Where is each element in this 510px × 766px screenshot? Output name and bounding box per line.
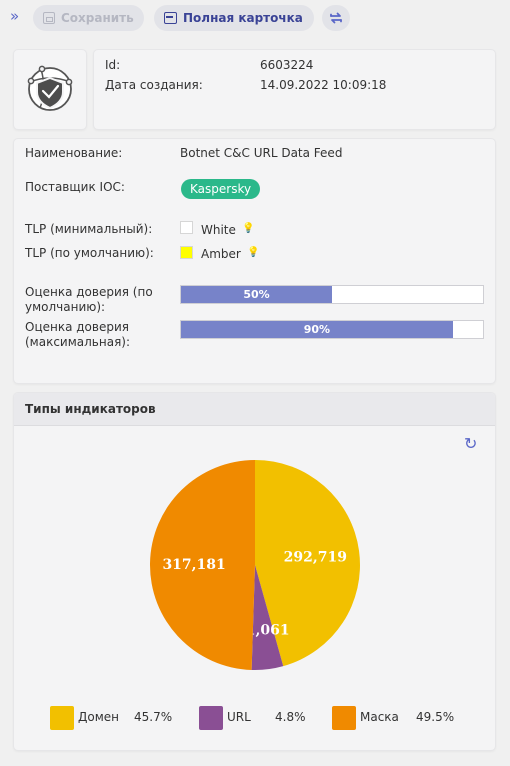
name-value: Botnet C&C URL Data Feed [180, 146, 343, 160]
legend-percent-1: 4.8% [275, 710, 306, 724]
properties-card: Наименование: Botnet C&C URL Data Feed П… [14, 139, 495, 383]
logo-card [14, 50, 86, 129]
save-icon [43, 12, 55, 24]
tlp-min-label: TLP (минимальный): [25, 222, 153, 236]
pie-slice-1[interactable] [251, 565, 284, 670]
confidence-default-value: 50% [243, 288, 270, 301]
tlp-default-value: Amber [201, 247, 241, 261]
confidence-max-bar: 90% [180, 320, 484, 339]
id-card: Id: 6603224 Дата создания: 14.09.2022 10… [94, 50, 495, 129]
created-value: 14.09.2022 10:09:18 [260, 78, 387, 92]
created-label: Дата создания: [105, 78, 203, 92]
confidence-default-bar: 50% [180, 285, 484, 304]
save-button-label: Сохранить [61, 11, 134, 25]
confidence-max-label-line2: (максимальная): [25, 335, 131, 349]
double-chevron-right-icon[interactable]: » [10, 7, 20, 25]
confidence-default-label-line2: умолчанию): [25, 300, 106, 314]
confidence-max-label-line1: Оценка доверия [25, 320, 129, 334]
legend-name-1[interactable]: URL [227, 710, 251, 724]
legend-percent-2: 49.5% [416, 710, 455, 724]
legend-swatch-0[interactable] [50, 706, 74, 730]
legend-name-2[interactable]: Маска [360, 710, 399, 724]
id-label: Id: [105, 58, 121, 72]
save-button[interactable]: Сохранить [33, 5, 144, 31]
supplier-badge: Kaspersky [181, 179, 261, 199]
tlp-default-label: TLP (по умолчанию): [25, 246, 154, 260]
pie-slice-0[interactable] [255, 460, 361, 667]
supplier-label: Поставщик IOC: [25, 180, 125, 194]
legend-swatch-2[interactable] [332, 706, 356, 730]
tlp-min-swatch [180, 221, 193, 234]
confidence-max-value: 90% [303, 323, 331, 336]
lightbulb-icon: 💡 [247, 247, 260, 258]
lightbulb-icon: 💡 [242, 223, 255, 234]
id-value: 6603224 [260, 58, 314, 72]
confidence-max-fill [181, 321, 453, 338]
chart-header: Типы индикаторов [14, 393, 495, 426]
confidence-default-fill [181, 286, 332, 303]
name-label: Наименование: [25, 146, 123, 160]
full-card-button-label: Полная карточка [183, 11, 303, 25]
pie-slice-2[interactable] [149, 460, 255, 670]
chart-title: Типы индикаторов [25, 402, 156, 416]
shield-globe-icon [27, 65, 73, 111]
toolbar: » Сохранить Полная карточка [0, 0, 510, 36]
swap-icon [330, 12, 342, 24]
confidence-default-label-line1: Оценка доверия (по [25, 285, 153, 299]
legend-swatch-1[interactable] [199, 706, 223, 730]
card-icon [164, 12, 177, 24]
indicator-types-card: Типы индикаторов ↻ 292,719 31,061 317,181 … [14, 393, 495, 750]
pie-data-label-0: 292,719 [284, 550, 347, 566]
full-card-button[interactable]: Полная карточка [154, 5, 314, 31]
legend-percent-0: 45.7% [134, 710, 173, 724]
legend-name-0[interactable]: Домен [78, 710, 119, 724]
refresh-icon[interactable]: ↻ [464, 434, 478, 453]
tlp-default-swatch [180, 246, 193, 259]
swap-button[interactable] [322, 5, 350, 31]
tlp-min-value: White [201, 223, 236, 237]
pie-data-label-2: 317,181 [162, 557, 225, 573]
